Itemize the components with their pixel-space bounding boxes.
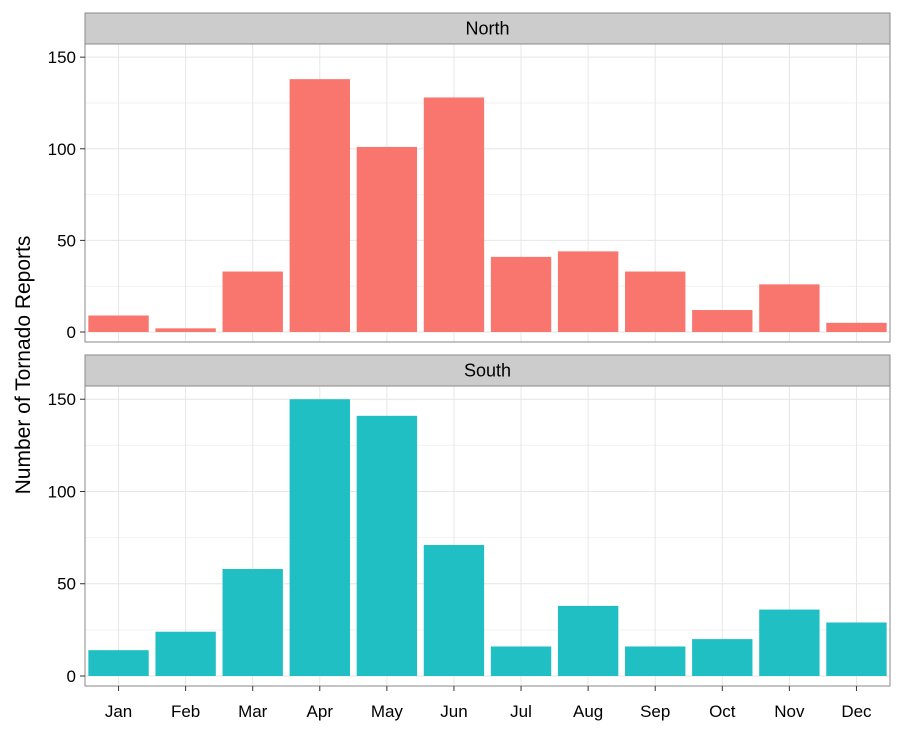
x-tick-label: Dec bbox=[841, 702, 872, 721]
x-tick-label: Mar bbox=[238, 702, 268, 721]
bar-north-mar bbox=[222, 271, 283, 332]
bar-south-mar bbox=[222, 568, 283, 676]
y-tick-label: 50 bbox=[57, 231, 76, 250]
bar-south-dec bbox=[826, 622, 887, 676]
panel-background bbox=[85, 44, 890, 342]
bar-south-nov bbox=[759, 609, 820, 676]
bar-north-jan bbox=[88, 315, 149, 332]
y-tick-label: 0 bbox=[67, 323, 76, 342]
bar-north-sep bbox=[625, 271, 686, 332]
x-tick-label: Oct bbox=[709, 702, 736, 721]
facet-strip bbox=[84, 12, 891, 45]
bar-south-sep bbox=[625, 646, 686, 676]
facet-south: South 0 50 100 150 Jan Feb Mar Apr May Jun Jul Aug Se… bbox=[48, 354, 891, 721]
bar-south-may bbox=[356, 415, 418, 676]
panel-border bbox=[84, 385, 891, 687]
bar-north-jun bbox=[423, 97, 485, 332]
bar-north-nov bbox=[759, 284, 820, 332]
y-tick-label: 50 bbox=[57, 575, 76, 594]
bar-south-feb bbox=[155, 631, 216, 676]
bar-south-aug bbox=[557, 605, 619, 676]
y-tick-label: 100 bbox=[48, 140, 76, 159]
bar-north-aug bbox=[557, 251, 619, 332]
panel-border bbox=[84, 43, 891, 343]
x-tick-label: Nov bbox=[774, 702, 805, 721]
y-tick-label: 0 bbox=[67, 667, 76, 686]
bar-south-jan bbox=[88, 650, 149, 676]
bar-north-jul bbox=[490, 256, 552, 332]
facet-strip-label: North bbox=[465, 19, 509, 39]
x-tick-label: Jan bbox=[105, 702, 132, 721]
x-tick-label: Feb bbox=[171, 702, 200, 721]
facet-panels: North 0 50 100 150 South 0 50 100 150 Jan Feb Mar Apr… bbox=[48, 12, 891, 721]
panel-background bbox=[85, 386, 890, 686]
bar-south-oct bbox=[692, 639, 753, 676]
x-tick-label: Aug bbox=[573, 702, 603, 721]
bar-south-apr bbox=[289, 399, 350, 676]
y-tick-label: 100 bbox=[48, 482, 76, 501]
bar-north-oct bbox=[692, 310, 753, 332]
facet-strip bbox=[84, 354, 891, 387]
bar-north-feb bbox=[155, 328, 216, 332]
x-tick-label: May bbox=[371, 702, 404, 721]
bar-north-dec bbox=[826, 322, 887, 332]
x-tick-label: Jul bbox=[510, 702, 532, 721]
bar-south-jun bbox=[423, 544, 485, 676]
facet-strip-label: South bbox=[464, 361, 511, 381]
bar-south-jul bbox=[490, 646, 552, 676]
x-tick-label: Apr bbox=[307, 702, 334, 721]
facet-north: North 0 50 100 150 bbox=[48, 12, 891, 343]
y-tick-label: 150 bbox=[48, 48, 76, 67]
x-tick-label: Jun bbox=[440, 702, 467, 721]
x-tick-label: Sep bbox=[640, 702, 670, 721]
y-tick-label: 150 bbox=[48, 390, 76, 409]
bar-north-apr bbox=[289, 79, 350, 333]
y-axis-title: Number of Tornado Reports bbox=[12, 236, 35, 495]
bar-north-may bbox=[356, 146, 418, 332]
